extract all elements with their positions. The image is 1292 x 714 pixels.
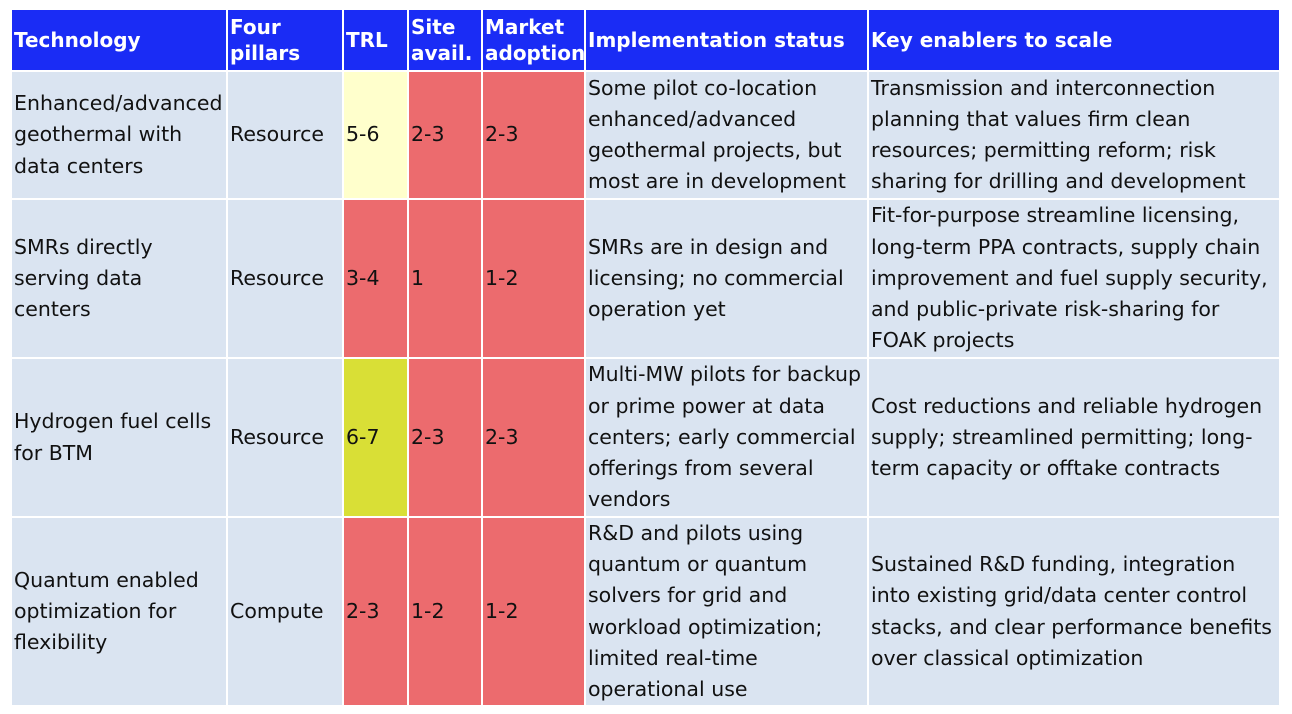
- technology-cell: SMRs directly serving data centers: [10, 198, 228, 359]
- implementation-status-cell: SMRs are in design and licensing; no com…: [584, 198, 869, 359]
- site-availability-cell: 2-3: [407, 70, 483, 200]
- header-row: Technology Four pillars TRL Site avail. Ma…: [10, 8, 1281, 72]
- key-enablers-cell: Sustained R&D funding, integration into …: [867, 515, 1281, 708]
- table-row: Hydrogen fuel cells for BTM Resource 6-7…: [10, 357, 1281, 518]
- technology-readiness-table: Technology Four pillars TRL Site avail. Ma…: [10, 8, 1281, 708]
- header-technology: Technology: [10, 8, 228, 72]
- table-row: SMRs directly serving data centers Resou…: [10, 198, 1281, 359]
- table-row: Enhanced/advanced geothermal with data c…: [10, 70, 1281, 200]
- implementation-status-cell: Some pilot co-location enhanced/advanced…: [584, 70, 869, 200]
- trl-cell: 6-7: [342, 357, 409, 518]
- header-site-availability: Site avail.: [407, 8, 483, 72]
- market-adoption-cell: 1-2: [481, 198, 586, 359]
- market-adoption-cell: 2-3: [481, 357, 586, 518]
- site-availability-cell: 2-3: [407, 357, 483, 518]
- technology-cell: Enhanced/advanced geothermal with data c…: [10, 70, 228, 200]
- pillar-cell: Resource: [226, 357, 344, 518]
- trl-cell: 3-4: [342, 198, 409, 359]
- trl-cell: 2-3: [342, 515, 409, 708]
- key-enablers-cell: Fit-for-purpose streamline licensing, lo…: [867, 198, 1281, 359]
- key-enablers-cell: Transmission and interconnection plannin…: [867, 70, 1281, 200]
- implementation-status-cell: R&D and pilots using quantum or quantum …: [584, 515, 869, 708]
- technology-cell: Hydrogen fuel cells for BTM: [10, 357, 228, 518]
- implementation-status-cell: Multi-MW pilots for backup or prime powe…: [584, 357, 869, 518]
- site-availability-cell: 1: [407, 198, 483, 359]
- header-trl: TRL: [342, 8, 409, 72]
- header-four-pillars: Four pillars: [226, 8, 344, 72]
- technology-cell: Quantum enabled optimization for flexibi…: [10, 515, 228, 708]
- trl-cell: 5-6: [342, 70, 409, 200]
- market-adoption-cell: 2-3: [481, 70, 586, 200]
- header-implementation-status: Implementation status: [584, 8, 869, 72]
- pillar-cell: Resource: [226, 70, 344, 200]
- header-key-enablers: Key enablers to scale: [867, 8, 1281, 72]
- pillar-cell: Compute: [226, 515, 344, 708]
- header-market-adoption: Market adoption: [481, 8, 586, 72]
- table-row: Quantum enabled optimization for flexibi…: [10, 515, 1281, 708]
- key-enablers-cell: Cost reductions and reliable hydrogen su…: [867, 357, 1281, 518]
- site-availability-cell: 1-2: [407, 515, 483, 708]
- market-adoption-cell: 1-2: [481, 515, 586, 708]
- pillar-cell: Resource: [226, 198, 344, 359]
